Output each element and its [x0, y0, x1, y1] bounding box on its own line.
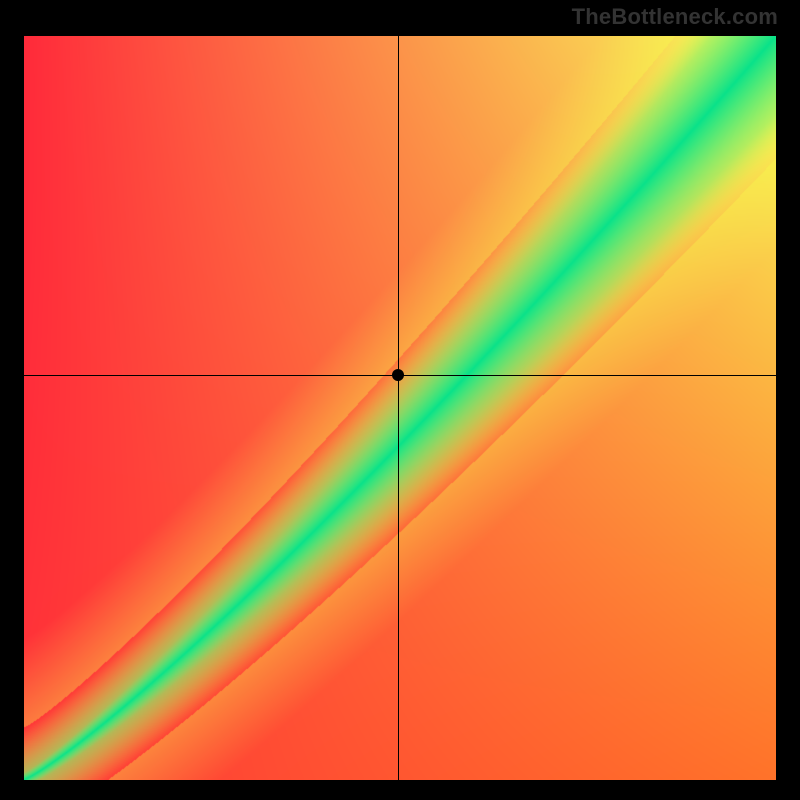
heatmap-canvas [24, 36, 776, 780]
chart-frame: TheBottleneck.com [0, 0, 800, 800]
watermark-text: TheBottleneck.com [572, 4, 778, 30]
heatmap-plot [24, 36, 776, 780]
crosshair-vertical [398, 36, 399, 780]
bottleneck-marker [392, 369, 404, 381]
